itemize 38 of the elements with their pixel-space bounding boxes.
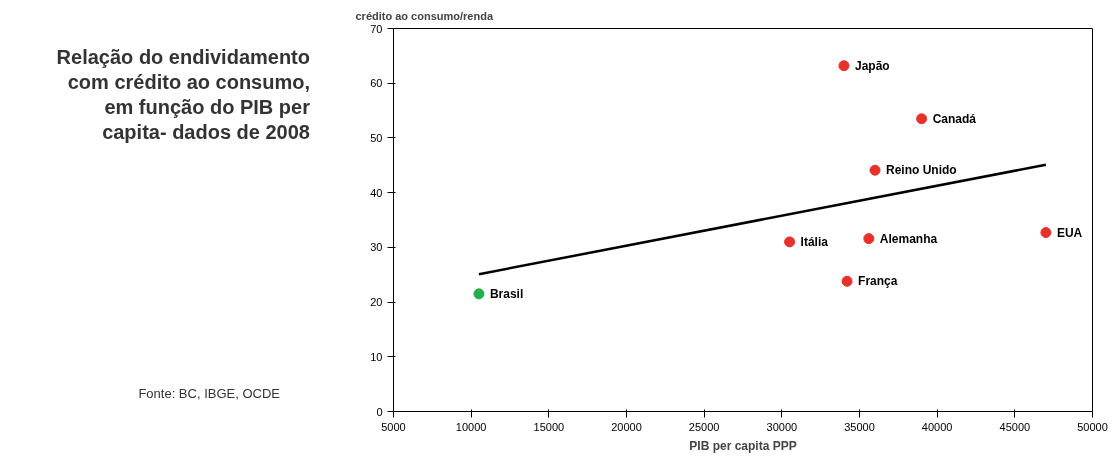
x-tick-label: 20000 [611, 420, 642, 433]
x-tick-label: 45000 [999, 420, 1031, 433]
x-tick-label: 25000 [688, 420, 720, 433]
annotation: Brasil [489, 286, 524, 301]
point [916, 113, 928, 125]
annotation: Canadá [932, 111, 977, 126]
y-tick-label: 30 [370, 241, 383, 254]
annotation: Itália [800, 234, 829, 249]
annotation: EUA [1056, 225, 1083, 240]
annotation: França [858, 274, 898, 289]
y-tick-label: 60 [370, 77, 383, 90]
y-tick-label: 0 [376, 405, 383, 418]
x-tick-label: 50000 [1077, 420, 1108, 433]
point [869, 164, 881, 176]
y-tick-label: 20 [370, 296, 383, 309]
annotation: Reino Unido [886, 163, 957, 178]
y-tick-label: 40 [370, 186, 383, 199]
point [1040, 227, 1052, 239]
x-tick-label: 5000 [381, 420, 406, 433]
point [473, 288, 485, 300]
x-tick-label: 30000 [766, 420, 798, 433]
x-tick-label: 10000 [455, 420, 487, 433]
point [784, 236, 796, 248]
text: Relação do endividamento com crédito ao consumo, em função do PIB per capita- dados de 2008 [55, 45, 310, 145]
x-axis-title: PIB per capita PPP [689, 438, 797, 453]
point [838, 60, 850, 72]
annotation: Japão [854, 58, 890, 73]
source-note: Fonte: BC, IBGE, OCDE [138, 385, 280, 403]
y-tick-label: 70 [370, 22, 383, 35]
point [863, 233, 875, 245]
point [841, 275, 853, 287]
x-tick-label: 35000 [844, 420, 875, 433]
y-tick-label: 50 [370, 131, 383, 144]
x-tick-label: 15000 [533, 420, 565, 433]
x-tick-label: 40000 [921, 420, 953, 433]
annotation: Alemanha [879, 231, 938, 246]
y-tick-label: 10 [370, 350, 383, 363]
y-axis-title: crédito ao consumo/renda [355, 9, 494, 22]
